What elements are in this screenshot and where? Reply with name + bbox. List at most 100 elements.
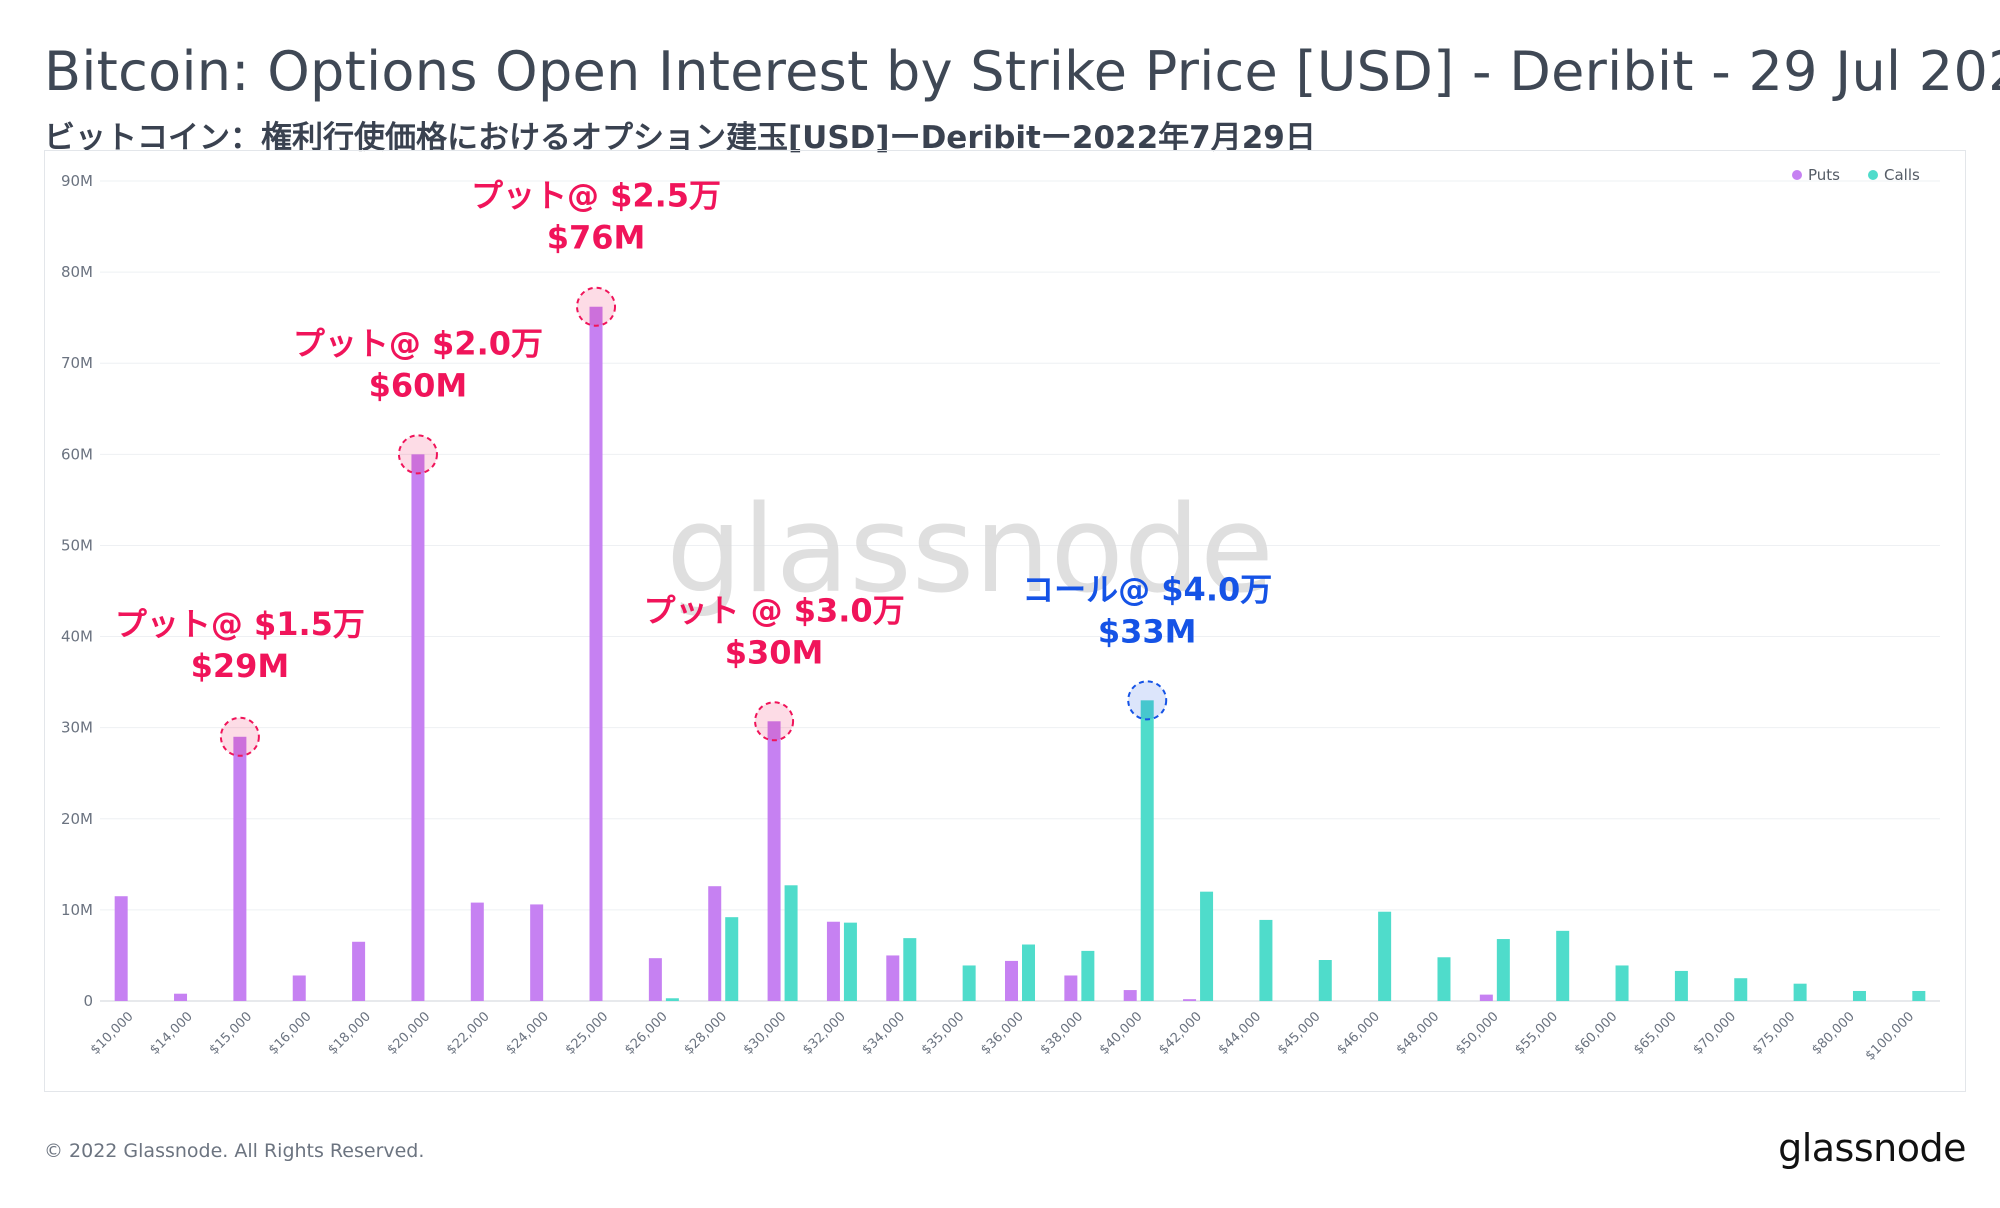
x-tick-label: $22,000: [444, 1009, 493, 1058]
bar-calls[interactable]: [962, 965, 976, 1001]
x-tick-label: $70,000: [1690, 1009, 1739, 1058]
bar-puts[interactable]: [648, 958, 662, 1001]
bar-puts[interactable]: [1064, 975, 1078, 1001]
annotation-label-value: $30M: [725, 633, 824, 671]
x-tick-label: $40,000: [1097, 1009, 1146, 1058]
bar-puts[interactable]: [886, 955, 900, 1001]
annotation-label-value: $76M: [547, 219, 646, 257]
bar-calls[interactable]: [903, 938, 917, 1001]
options-open-interest-chart: 0 10M 20M 30M 40M 50M 60M 70M 80M 90M glassnode $10…: [61, 166, 1940, 1064]
annotation-label-value: $33M: [1098, 612, 1197, 650]
y-tick-label: 40M: [61, 628, 93, 646]
x-tick-label: $30,000: [741, 1009, 790, 1058]
bar-calls[interactable]: [1615, 965, 1629, 1001]
bar-puts[interactable]: [767, 721, 781, 1001]
y-tick-label: 50M: [61, 536, 93, 554]
bar-puts[interactable]: [292, 975, 306, 1001]
bar-calls[interactable]: [1081, 950, 1095, 1001]
bar-calls[interactable]: [843, 922, 857, 1001]
annotation-label-value: $29M: [191, 647, 290, 685]
y-tick-label: 20M: [61, 810, 93, 828]
bar-calls[interactable]: [1378, 911, 1392, 1001]
bar-puts[interactable]: [826, 921, 840, 1001]
annotation-label-strike: プット@ $1.5万: [115, 605, 365, 643]
x-tick-label: $25,000: [563, 1009, 612, 1058]
bar-puts[interactable]: [1183, 999, 1197, 1001]
y-tick-label: 30M: [61, 719, 93, 737]
x-tick-label: $24,000: [503, 1009, 552, 1058]
x-tick-label: $100,000: [1863, 1009, 1917, 1063]
bar-calls[interactable]: [1022, 944, 1035, 1001]
y-tick-label: 0: [83, 992, 93, 1010]
x-tick-label: $45,000: [1275, 1009, 1324, 1058]
bar-calls[interactable]: [1200, 891, 1214, 1001]
bar-puts[interactable]: [708, 886, 722, 1001]
x-tick-label: $80,000: [1809, 1009, 1858, 1058]
annotation-label-strike: プット @ $3.0万: [643, 591, 904, 629]
x-tick-label: $10,000: [88, 1009, 137, 1058]
glassnode-logo: glassnode: [1778, 1126, 1966, 1170]
legend-marker-calls[interactable]: [1868, 170, 1878, 180]
legend-label-puts[interactable]: Puts: [1808, 166, 1840, 184]
x-tick-label: $28,000: [681, 1009, 730, 1058]
bar-puts[interactable]: [470, 902, 484, 1001]
bar-puts[interactable]: [1479, 994, 1493, 1001]
annotation-label-strike: プット@ $2.0万: [293, 324, 543, 362]
bar-calls[interactable]: [1793, 983, 1807, 1001]
bar-calls[interactable]: [1852, 990, 1866, 1001]
footer-copyright: © 2022 Glassnode. All Rights Reserved.: [44, 1140, 425, 1162]
y-tick-label: 80M: [61, 263, 93, 281]
y-tick-label: 90M: [61, 172, 93, 190]
y-tick-label: 70M: [61, 354, 93, 372]
x-tick-label: $75,000: [1750, 1009, 1799, 1058]
glassnode-watermark: glassnode: [666, 481, 1274, 620]
x-tick-label: $32,000: [800, 1009, 849, 1058]
bar-calls[interactable]: [1140, 700, 1154, 1001]
bar-calls[interactable]: [1674, 970, 1688, 1001]
bar-puts[interactable]: [411, 454, 425, 1001]
bar-puts[interactable]: [174, 993, 188, 1001]
bar-puts[interactable]: [1123, 990, 1137, 1001]
x-tick-label: $65,000: [1631, 1009, 1680, 1058]
x-tick-label: $18,000: [325, 1009, 374, 1058]
bar-calls[interactable]: [1259, 919, 1273, 1001]
bar-calls[interactable]: [725, 917, 739, 1001]
x-tick-label: $60,000: [1572, 1009, 1621, 1058]
bar-puts[interactable]: [589, 306, 603, 1001]
legend-marker-puts[interactable]: [1792, 170, 1802, 180]
bar-calls[interactable]: [1437, 957, 1451, 1001]
annotation-label-strike: コール@ $4.0万: [1022, 570, 1272, 608]
x-tick-label: $14,000: [147, 1009, 196, 1058]
x-tick-label: $55,000: [1512, 1009, 1561, 1058]
x-tick-label: $36,000: [978, 1009, 1027, 1058]
chart-panel: 0 10M 20M 30M 40M 50M 60M 70M 80M 90M glassnode $10…: [44, 150, 1966, 1092]
bar-calls[interactable]: [784, 885, 798, 1001]
bar-calls[interactable]: [1912, 990, 1926, 1001]
bar-puts[interactable]: [233, 736, 247, 1001]
annotation-label-value: $60M: [369, 366, 468, 404]
annotation-highlight-circle: [576, 286, 617, 327]
annotation-highlight-circle: [754, 701, 795, 742]
bar-puts[interactable]: [1005, 960, 1018, 1001]
x-tick-label: $38,000: [1038, 1009, 1087, 1058]
annotation-label-strike: プット@ $2.5万: [471, 177, 721, 215]
bar-puts[interactable]: [352, 941, 366, 1001]
x-tick-label: $35,000: [919, 1009, 968, 1058]
bar-puts[interactable]: [114, 896, 128, 1001]
x-tick-label: $48,000: [1394, 1009, 1443, 1058]
chart-title: Bitcoin: Options Open Interest by Strike…: [44, 40, 2000, 103]
y-tick-label: 60M: [61, 445, 93, 463]
x-tick-label: $46,000: [1334, 1009, 1383, 1058]
x-tick-label: $42,000: [1156, 1009, 1205, 1058]
bar-puts[interactable]: [530, 904, 544, 1001]
x-tick-label: $50,000: [1453, 1009, 1502, 1058]
bar-calls[interactable]: [1318, 960, 1332, 1001]
bar-calls[interactable]: [1734, 978, 1748, 1001]
legend-label-calls[interactable]: Calls: [1884, 166, 1920, 184]
annotation-highlight-circle: [1127, 680, 1168, 721]
annotation-highlight-circle: [397, 434, 438, 475]
bar-calls[interactable]: [1556, 930, 1570, 1001]
bar-calls[interactable]: [1496, 939, 1510, 1001]
x-tick-label: $26,000: [622, 1009, 671, 1058]
bar-calls[interactable]: [665, 998, 679, 1001]
